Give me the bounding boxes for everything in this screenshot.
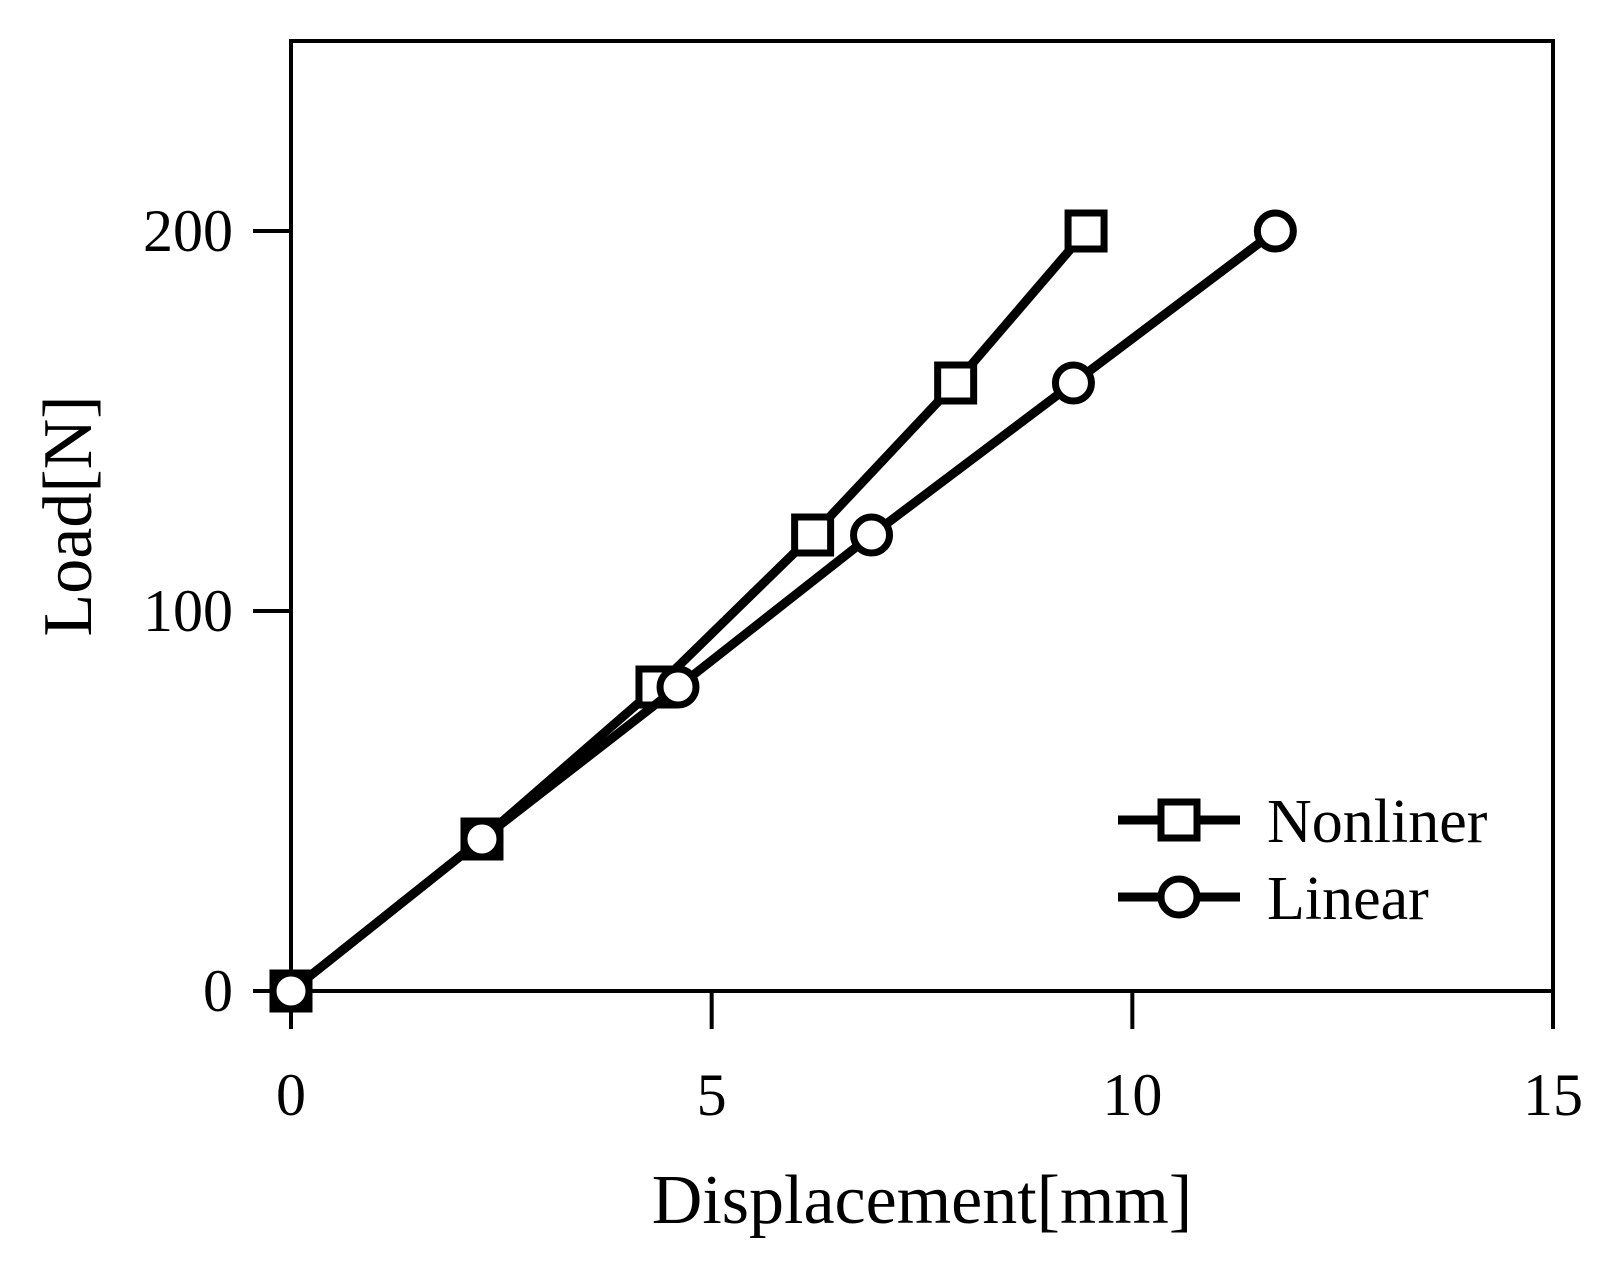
data-point-circle	[269, 969, 313, 1013]
axis-ticks: 0 5 10 15 0 100 200	[143, 198, 1583, 1128]
legend-label: Linear	[1267, 865, 1429, 933]
data-point-circle	[460, 817, 504, 861]
data-point-square	[1064, 209, 1108, 253]
y-tick-label: 100	[143, 578, 233, 644]
data-point-square	[934, 361, 978, 405]
legend-item: Linear	[1118, 865, 1429, 933]
x-axis-label: Displacement[mm]	[652, 1162, 1192, 1239]
legend-marker-square	[1157, 798, 1201, 842]
series-line	[286, 226, 1280, 996]
series-nonliner	[269, 209, 1108, 1013]
series-linear	[269, 209, 1297, 1013]
data-point-circle	[850, 513, 894, 557]
legend-item: Nonliner	[1118, 788, 1488, 856]
x-tick-label: 0	[276, 1062, 306, 1128]
y-tick-label: 200	[143, 198, 233, 264]
series-layer	[269, 209, 1297, 1013]
y-tick-label: 0	[203, 958, 233, 1024]
x-tick-label: 15	[1523, 1062, 1583, 1128]
data-point-square	[791, 513, 835, 557]
y-axis-label: Load[N]	[30, 395, 107, 636]
legend-label: Nonliner	[1267, 788, 1488, 856]
data-point-circle	[656, 665, 700, 709]
data-point-circle	[1253, 209, 1297, 253]
legend-marker-circle	[1157, 875, 1201, 919]
plot-area-frame	[289, 39, 1555, 993]
x-tick-label: 5	[697, 1062, 727, 1128]
data-point-circle	[1051, 361, 1095, 405]
x-tick-label: 10	[1102, 1062, 1162, 1128]
series-line	[286, 226, 1091, 996]
legend: Nonliner Linear	[1118, 788, 1488, 933]
